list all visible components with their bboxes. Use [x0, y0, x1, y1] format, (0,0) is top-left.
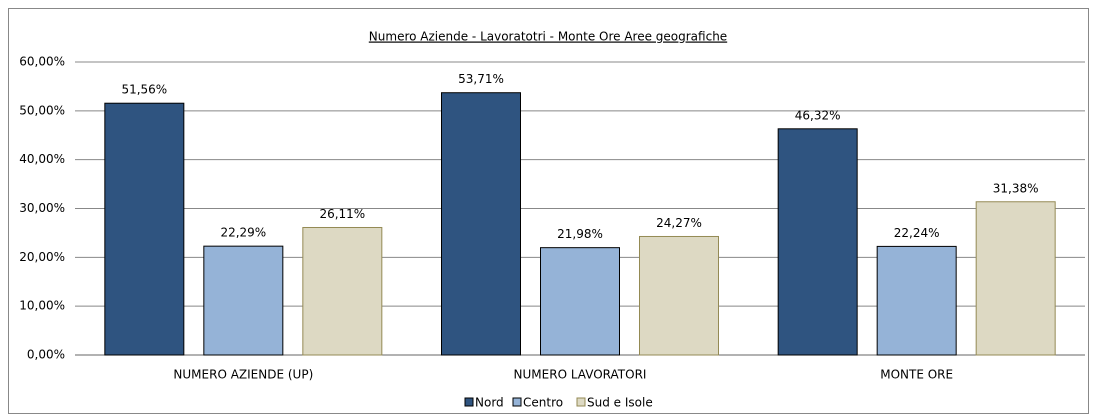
legend-label: Nord: [475, 396, 504, 410]
y-tick-label: 40,00%: [19, 152, 65, 166]
legend-label: Sud e Isole: [587, 396, 653, 410]
bar: [975, 201, 1056, 356]
x-tick-label: NUMERO LAVORATORI: [514, 368, 647, 382]
x-tick-label: NUMERO AZIENDE (UP): [173, 368, 313, 382]
legend-swatch: [576, 397, 586, 407]
value-label: 31,38%: [993, 181, 1039, 195]
value-label: 21,98%: [557, 227, 603, 241]
y-tick-label: 50,00%: [19, 103, 65, 117]
y-tick-label: 30,00%: [19, 201, 65, 215]
chart-title: Numero Aziende - Lavoratotri - Monte Ore…: [369, 30, 727, 44]
y-tick-label: 60,00%: [19, 55, 65, 69]
bar: [639, 235, 719, 356]
bar: [302, 226, 383, 356]
value-label: 51,56%: [121, 83, 167, 97]
y-tick-label: 0,00%: [27, 348, 65, 362]
legend-swatch: [464, 397, 474, 407]
y-tick-label: 20,00%: [19, 250, 65, 264]
bar: [777, 128, 858, 356]
bar: [876, 245, 957, 356]
value-label: 46,32%: [795, 108, 841, 122]
bar: [540, 247, 620, 356]
bar: [203, 245, 284, 356]
value-label: 53,71%: [458, 72, 504, 86]
value-label: 24,27%: [656, 216, 702, 230]
bar: [104, 102, 185, 356]
bar: [441, 92, 521, 356]
value-label: 22,29%: [220, 226, 266, 240]
value-label: 22,24%: [894, 226, 940, 240]
value-label: 26,11%: [319, 207, 365, 221]
legend-label: Centro: [523, 396, 563, 410]
x-tick-label: MONTE ORE: [880, 368, 953, 382]
y-tick-label: 10,00%: [19, 299, 65, 313]
legend-swatch: [512, 397, 522, 407]
